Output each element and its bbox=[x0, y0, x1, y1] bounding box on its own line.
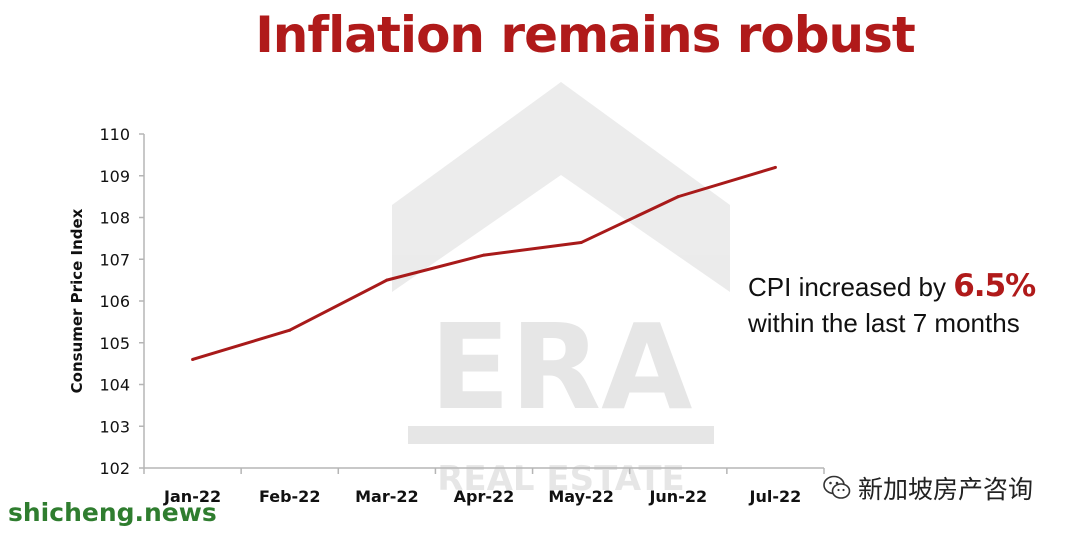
y-tick-label: 107 bbox=[99, 250, 130, 269]
y-tick-label: 108 bbox=[99, 209, 130, 228]
y-tick-label: 109 bbox=[99, 167, 130, 186]
annotation-suffix: within the last 7 months bbox=[748, 308, 1020, 338]
x-tick-label: Apr-22 bbox=[454, 487, 515, 506]
wechat-account-name: 新加坡房产咨询 bbox=[858, 475, 1034, 504]
x-tick-label: Jun-22 bbox=[648, 487, 707, 506]
series-group bbox=[191, 165, 777, 361]
x-tick-label: Feb-22 bbox=[259, 487, 321, 506]
cpi-data-point bbox=[385, 278, 389, 282]
wechat-icon bbox=[823, 475, 851, 499]
cpi-data-point bbox=[288, 328, 292, 332]
y-ticks: 102 103 104 105 106 107 108 109 110 bbox=[99, 125, 144, 478]
page-title: Inflation remains robust bbox=[255, 6, 916, 64]
cpi-data-point bbox=[191, 357, 195, 361]
wechat-watermark: 新加坡房产咨询 bbox=[822, 470, 1033, 506]
era-logo-watermark: ERA REAL ESTATE bbox=[392, 82, 730, 499]
x-tick-label: Jul-22 bbox=[749, 487, 802, 506]
x-ticks: Jan-22 Feb-22 Mar-22 Apr-22 May-22 Jun-22 Jul-… bbox=[143, 468, 825, 506]
site-watermark: shicheng.news bbox=[8, 498, 217, 527]
logo-bar bbox=[408, 426, 714, 444]
y-tick-label: 110 bbox=[99, 125, 130, 144]
annotation-prefix: CPI increased by bbox=[748, 272, 954, 302]
y-tick-label: 104 bbox=[99, 376, 130, 395]
cpi-data-point bbox=[482, 253, 486, 257]
logo-roof-shape bbox=[392, 82, 730, 292]
logo-text: ERA bbox=[430, 298, 693, 436]
cpi-data-point bbox=[773, 165, 777, 169]
y-axis-label: Consumer Price Index bbox=[68, 208, 86, 393]
y-tick-label: 103 bbox=[99, 417, 130, 436]
x-tick-label: Mar-22 bbox=[355, 487, 419, 506]
x-tick-label: Jan-22 bbox=[163, 487, 221, 506]
y-tick-label: 105 bbox=[99, 334, 130, 353]
cpi-data-point bbox=[676, 195, 680, 199]
logo-subtext: REAL ESTATE bbox=[437, 459, 685, 499]
cpi-annotation: CPI increased by 6.5% within the last 7 … bbox=[748, 268, 1068, 341]
cpi-data-point bbox=[579, 241, 583, 245]
annotation-highlight: 6.5% bbox=[953, 268, 1036, 304]
y-tick-label: 102 bbox=[99, 459, 130, 478]
y-tick-label: 106 bbox=[99, 292, 130, 311]
x-tick-label: May-22 bbox=[548, 487, 614, 506]
